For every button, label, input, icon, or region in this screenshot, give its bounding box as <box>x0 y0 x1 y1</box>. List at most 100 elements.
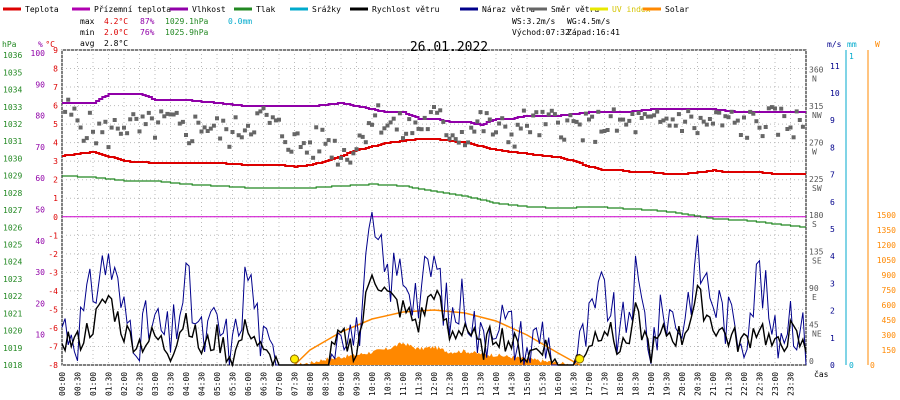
wind-direction-point <box>444 133 449 138</box>
wind-direction-point <box>134 116 139 121</box>
axis-hpa-tick: 1029 <box>3 172 22 181</box>
wind-direction-point <box>165 111 170 116</box>
legend-label: Solar <box>665 5 689 14</box>
axis-temp-tick: 6 <box>53 102 58 111</box>
axis-w-tick: 450 <box>882 316 897 325</box>
axis-hpa-unit: hPa <box>2 40 17 49</box>
wind-direction-point <box>692 126 697 131</box>
stat-avg-temp: 2.8°C <box>104 39 128 48</box>
wind-direction-point <box>388 120 393 125</box>
x-tick-label: 21:00 <box>709 372 718 396</box>
series-humidity <box>62 93 806 126</box>
wind-direction-point <box>425 127 430 132</box>
x-tick-label: 02:30 <box>136 372 145 396</box>
wind-direction-point <box>295 131 300 136</box>
x-tick-label: 06:00 <box>244 372 253 396</box>
x-tick-label: 03:00 <box>151 372 160 396</box>
x-tick-label: 18:00 <box>616 372 625 396</box>
axis-hpa-tick: 1018 <box>3 361 22 370</box>
wind-direction-point <box>794 109 799 114</box>
wind-direction-point <box>100 130 105 135</box>
wind-direction-point <box>75 118 80 123</box>
wind-direction-point <box>676 112 681 117</box>
axis-hpa-tick: 1021 <box>3 309 22 318</box>
wind-direction-point <box>422 115 427 120</box>
series-solar-max <box>293 309 581 366</box>
axis-dir-tick: 225 <box>809 175 824 184</box>
wind-direction-point <box>742 115 746 120</box>
x-tick-label: 14:30 <box>508 372 517 396</box>
wind-direction-point <box>379 130 384 135</box>
x-tick-label: 21:30 <box>725 372 734 396</box>
axis-w-tick: 0 <box>870 361 875 370</box>
axis-ms-tick: 1 <box>830 334 835 343</box>
wind-direction-point <box>673 123 678 128</box>
x-tick-label: 09:00 <box>337 372 346 396</box>
legend-label: Přízemní teplota <box>94 5 171 14</box>
wind-direction-point <box>236 133 241 138</box>
x-tick-label: 07:00 <box>275 372 284 396</box>
stat-min-label: min <box>80 28 95 37</box>
wind-direction-point <box>552 112 557 117</box>
wind-direction-point <box>283 140 288 145</box>
wind-direction-point <box>568 113 573 118</box>
wind-direction-point <box>506 140 511 145</box>
wind-direction-point <box>174 110 179 115</box>
wind-direction-point <box>81 138 86 143</box>
wind-direction-point <box>531 113 536 118</box>
wind-direction-point <box>419 127 424 132</box>
wind-direction-point <box>196 120 201 125</box>
x-tick-label: 13:00 <box>461 372 470 396</box>
stat-max-label: max <box>80 17 95 26</box>
wind-direction-point <box>652 113 657 118</box>
x-tick-label: 20:00 <box>678 372 687 396</box>
wind-direction-point <box>515 122 520 127</box>
wind-direction-point <box>484 111 489 116</box>
wind-direction-point <box>413 120 418 125</box>
wind-direction-point <box>680 129 684 133</box>
wind-direction-point <box>546 112 551 117</box>
axis-ms-tick: 9 <box>830 116 835 125</box>
axis-hpa-tick: 1035 <box>3 68 22 77</box>
wind-direction-point <box>208 126 213 131</box>
wind-direction-point <box>177 121 182 126</box>
wind-direction-point <box>509 132 514 137</box>
wind-direction-point <box>487 117 492 122</box>
wind-direction-point <box>757 125 762 130</box>
wind-direction-point <box>351 151 356 156</box>
wind-direction-point <box>562 137 567 142</box>
legend-label: Tlak <box>256 5 275 14</box>
axis-dir-tick: 360 <box>809 65 824 74</box>
axis-pct-tick: 40 <box>35 237 45 246</box>
x-tick-label: 11:00 <box>399 372 408 396</box>
wind-direction-point <box>363 140 368 145</box>
wind-direction-point <box>683 119 688 124</box>
axis-ms-tick: 6 <box>830 198 835 207</box>
wind-direction-point <box>298 145 303 149</box>
wind-direction-point <box>745 135 750 140</box>
x-tick-label: 06:30 <box>260 372 269 396</box>
wind-direction-point <box>335 162 340 167</box>
x-tick-label: 22:00 <box>740 372 749 396</box>
axis-temp-tick: 1 <box>53 194 58 203</box>
axis-hpa-tick: 1027 <box>3 206 22 215</box>
axis-w-tick: 600 <box>882 301 897 310</box>
wind-direction-point <box>131 112 136 117</box>
axis-ms-tick: 7 <box>830 171 835 180</box>
wind-direction-point <box>602 129 607 133</box>
wind-direction-point <box>788 125 793 130</box>
wind-direction-point <box>800 124 805 129</box>
wind-direction-point <box>394 127 399 132</box>
wind-direction-point <box>376 103 381 108</box>
wind-direction-point <box>273 118 278 123</box>
wind-direction-point <box>698 115 703 120</box>
wind-direction-point <box>450 133 455 138</box>
x-tick-label: 00:30 <box>74 372 83 396</box>
x-tick-label: 00:00 <box>58 372 67 396</box>
x-axis-label: čas <box>814 369 829 379</box>
axis-dir-label: NE <box>812 330 822 339</box>
wind-direction-point <box>512 144 517 149</box>
x-tick-label: 23:00 <box>771 372 780 396</box>
wind-direction-point <box>106 145 111 150</box>
